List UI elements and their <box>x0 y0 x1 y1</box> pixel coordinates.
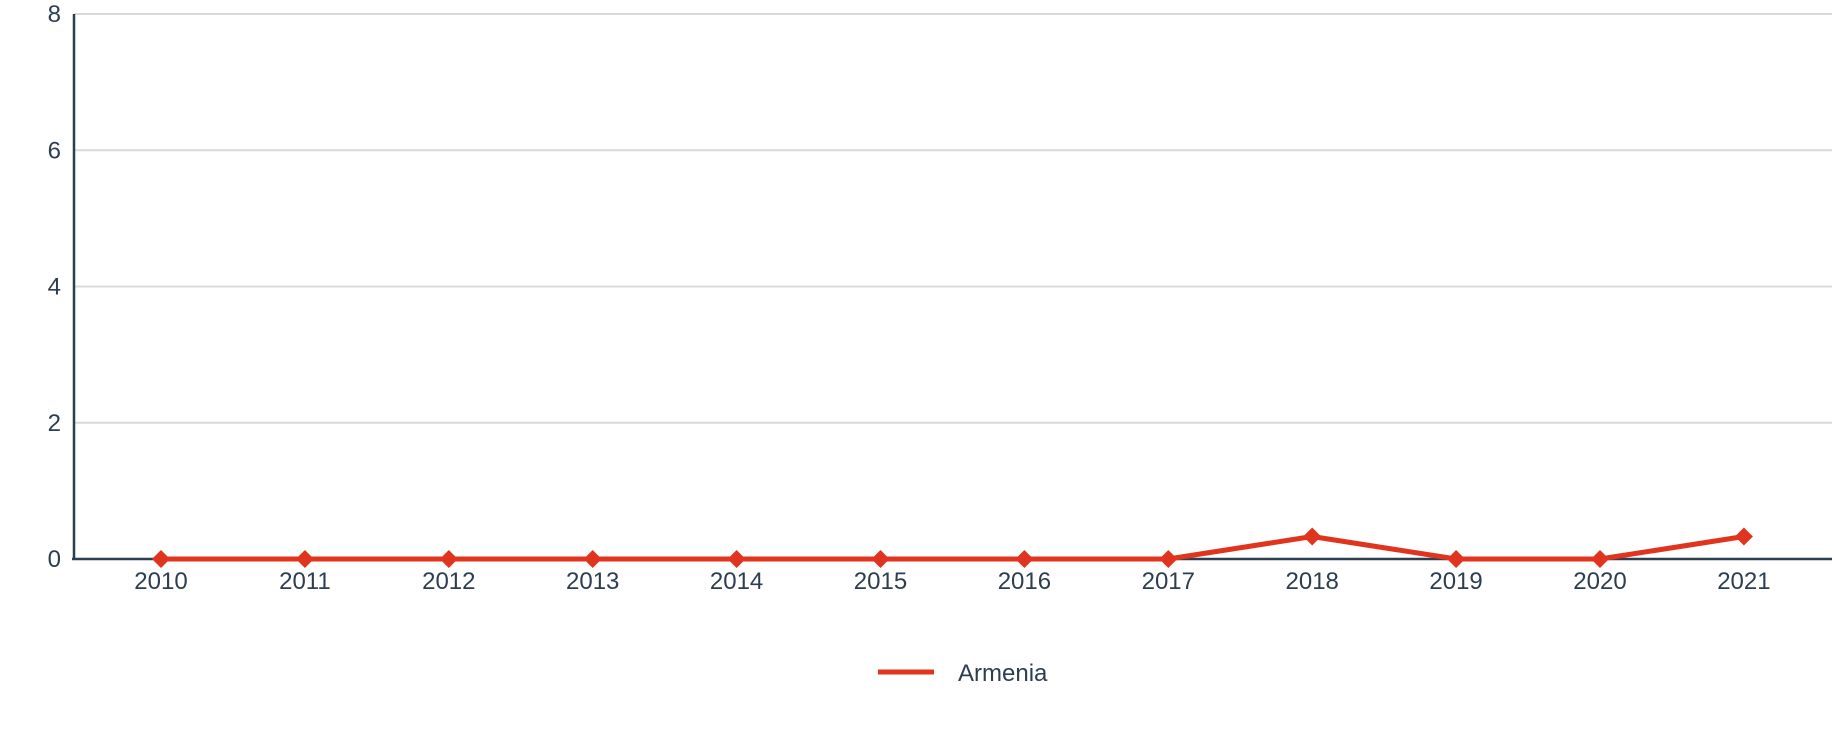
data-point-2014[interactable] <box>727 550 746 568</box>
x-tick-label: 2021 <box>1717 568 1770 595</box>
data-point-2017[interactable] <box>1159 550 1178 568</box>
series-line-armenia[interactable] <box>158 534 1747 562</box>
x-tick-label: 2018 <box>1286 568 1339 595</box>
x-tick-labels: 2010 2011 2012 2013 2014 2015 2016 2017 2018 2019… <box>134 568 1770 595</box>
x-tick-label: 2015 <box>854 568 907 595</box>
x-tick-label: 2017 <box>1142 568 1195 595</box>
data-point-2020[interactable] <box>1591 550 1609 568</box>
legend[interactable]: Armenia <box>878 660 1048 687</box>
grid-lines <box>74 13 1832 424</box>
data-point-2021[interactable] <box>1734 527 1753 546</box>
y-tick-label: 8 <box>48 1 61 28</box>
x-tick-label: 2014 <box>710 568 763 595</box>
y-tick-labels: 0 2 4 6 8 <box>48 1 61 573</box>
x-tick-label: 2020 <box>1573 568 1626 595</box>
legend-label[interactable]: Armenia <box>958 660 1048 687</box>
x-tick-label: 2010 <box>134 568 187 595</box>
y-tick-label: 0 <box>48 546 61 573</box>
x-tick-label: 2013 <box>566 568 619 595</box>
x-tick-label: 2012 <box>422 568 475 595</box>
x-tick-label: 2016 <box>998 568 1051 595</box>
series-markers <box>152 527 1753 568</box>
data-point-2018[interactable] <box>1303 527 1322 546</box>
y-tick-label: 2 <box>48 410 61 437</box>
data-point-2013[interactable] <box>583 550 602 568</box>
data-point-2010[interactable] <box>152 550 170 568</box>
x-tick-label: 2011 <box>279 568 331 595</box>
data-point-2019[interactable] <box>1447 550 1466 568</box>
data-point-2016[interactable] <box>1015 550 1034 568</box>
data-point-2011[interactable] <box>295 550 314 568</box>
data-point-2015[interactable] <box>871 550 890 568</box>
data-point-2012[interactable] <box>439 550 458 568</box>
x-tick-label: 2019 <box>1429 568 1482 595</box>
y-tick-label: 4 <box>48 274 61 301</box>
y-tick-label: 6 <box>48 137 61 164</box>
series-lines <box>158 534 1747 562</box>
